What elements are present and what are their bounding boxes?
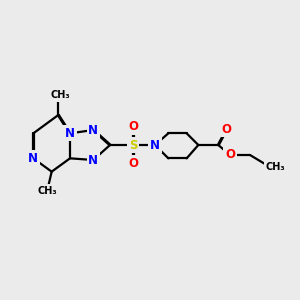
Text: N: N [28, 152, 38, 165]
Text: N: N [88, 154, 98, 166]
Text: O: O [128, 157, 138, 170]
Text: CH₃: CH₃ [37, 185, 57, 196]
Text: N: N [65, 127, 75, 140]
Text: N: N [88, 124, 98, 136]
Text: CH₃: CH₃ [266, 161, 286, 172]
Text: CH₃: CH₃ [50, 91, 70, 100]
Text: O: O [225, 148, 235, 161]
Text: S: S [129, 139, 138, 152]
Text: N: N [150, 139, 160, 152]
Text: O: O [128, 120, 138, 133]
Text: O: O [222, 123, 232, 136]
